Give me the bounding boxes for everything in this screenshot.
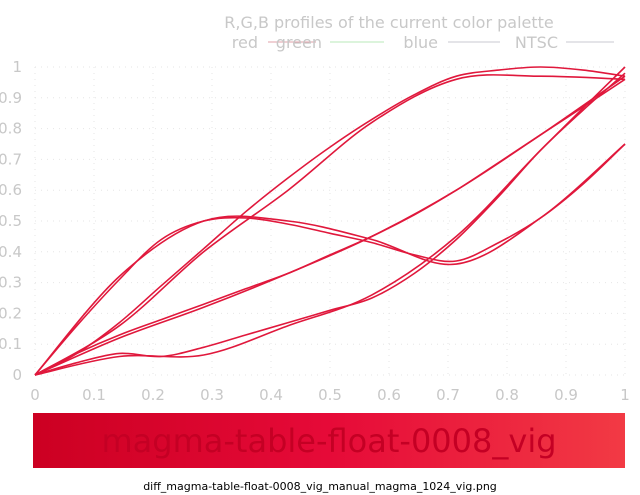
legend-label: blue bbox=[403, 33, 438, 52]
legend-label: red bbox=[232, 33, 258, 52]
x-tick-label: 0.5 bbox=[318, 386, 342, 404]
x-tick-label: 0.9 bbox=[554, 386, 578, 404]
x-tick-label: 0.3 bbox=[200, 386, 224, 404]
x-tick-label: 0.6 bbox=[377, 386, 401, 404]
x-tick-label: 0.2 bbox=[141, 386, 165, 404]
y-tick-label: 1 bbox=[12, 58, 22, 76]
y-tick-label: 0.9 bbox=[0, 89, 22, 107]
legend: red green blue NTSC bbox=[232, 33, 614, 52]
x-tick-label: 0.4 bbox=[259, 386, 283, 404]
grid bbox=[34, 66, 626, 376]
x-tick-label: 0 bbox=[30, 386, 40, 404]
chart-title: R,G,B profiles of the current color pale… bbox=[224, 13, 554, 32]
legend-label: NTSC bbox=[515, 33, 558, 52]
series-line-7 bbox=[34, 78, 626, 376]
chart: R,G,B profiles of the current color pale… bbox=[0, 13, 630, 404]
x-tick-label: 0.1 bbox=[82, 386, 106, 404]
x-tick-label: 0.8 bbox=[495, 386, 519, 404]
y-axis: 0 0.1 0.2 0.3 0.4 0.5 0.6 0.7 0.8 0.9 1 bbox=[0, 58, 22, 384]
series-line-6 bbox=[34, 66, 626, 376]
y-tick-label: 0 bbox=[12, 366, 22, 384]
x-tick-label: 1 bbox=[620, 386, 630, 404]
series-line-2 bbox=[34, 74, 626, 376]
y-tick-label: 0.5 bbox=[0, 212, 22, 230]
series-group bbox=[34, 66, 626, 376]
series-line-8 bbox=[34, 72, 626, 376]
legend-label: green bbox=[276, 33, 322, 52]
x-axis: 0 0.1 0.2 0.3 0.4 0.5 0.6 0.7 0.8 0.9 1 bbox=[30, 386, 630, 404]
colorbar-label: magma-table-float-0008_vig bbox=[101, 421, 557, 460]
y-tick-label: 0.3 bbox=[0, 274, 22, 292]
x-tick-label: 0.7 bbox=[436, 386, 460, 404]
y-tick-label: 0.8 bbox=[0, 120, 22, 138]
y-tick-label: 0.1 bbox=[0, 335, 22, 353]
series-line-5 bbox=[34, 143, 626, 376]
y-tick-label: 0.2 bbox=[0, 304, 22, 322]
y-tick-label: 0.6 bbox=[0, 181, 22, 199]
colorbar: magma-table-float-0008_vig bbox=[33, 413, 625, 468]
footer-filename: diff_magma-table-float-0008_vig_manual_m… bbox=[143, 480, 497, 493]
y-tick-label: 0.4 bbox=[0, 243, 22, 261]
y-tick-label: 0.7 bbox=[0, 150, 22, 168]
